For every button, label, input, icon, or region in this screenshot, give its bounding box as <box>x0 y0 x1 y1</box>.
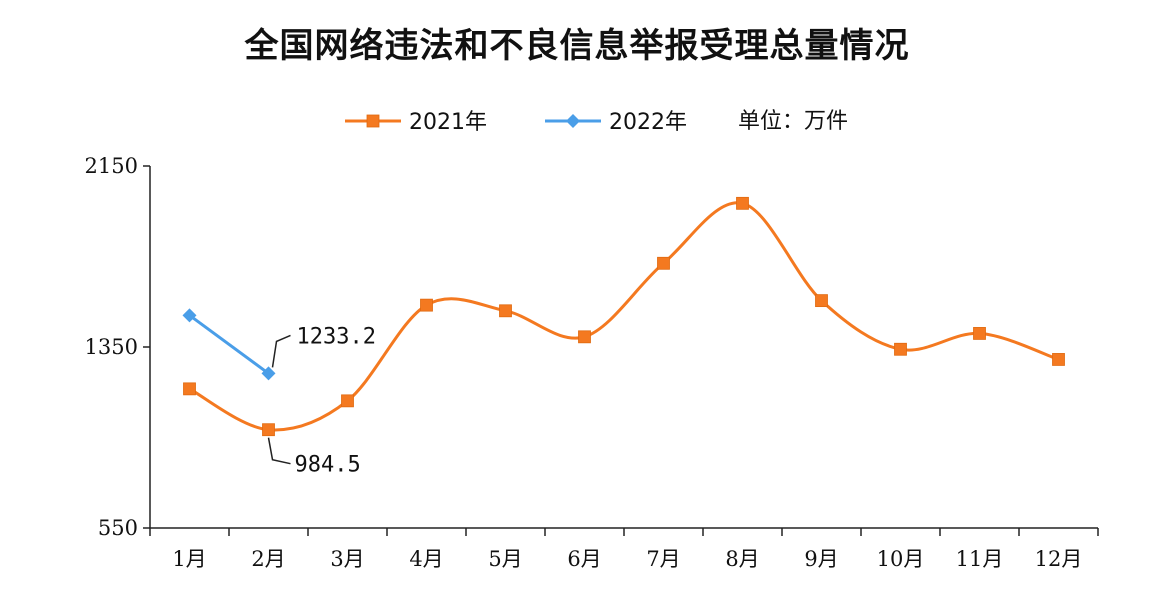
x-tick-label: 1月 <box>172 547 206 571</box>
data-point <box>420 298 433 312</box>
legend-marker <box>566 114 580 128</box>
annotation-label: 984.5 <box>295 453 361 478</box>
data-point <box>182 308 197 323</box>
chart-title: 全国网络违法和不良信息举报受理总量情况 <box>244 26 910 66</box>
legend-label: 2021年 <box>409 110 487 135</box>
legend-item: 2021年 <box>345 110 487 135</box>
x-tick-label: 12月 <box>1035 547 1083 571</box>
x-tick-label: 3月 <box>330 547 364 571</box>
legend: 2021年 2022年 <box>345 110 687 135</box>
x-tick-label: 8月 <box>725 547 759 571</box>
data-point <box>657 256 670 270</box>
unit-label: 单位：万件 <box>738 109 848 134</box>
x-tick-label: 9月 <box>804 547 838 571</box>
data-point <box>499 304 512 318</box>
data-point <box>261 366 276 381</box>
data-point <box>815 294 828 308</box>
data-point <box>262 423 275 437</box>
series-line <box>188 201 1059 432</box>
series-2 <box>182 308 276 381</box>
annotation-label: 1233.2 <box>297 324 376 349</box>
series-1 <box>183 196 1065 437</box>
x-tick-label: 5月 <box>488 547 522 571</box>
x-tick-label: 6月 <box>567 547 601 571</box>
data-point <box>894 342 907 356</box>
y-tick-label: 2150 <box>85 154 138 178</box>
x-tick-label: 10月 <box>877 547 925 571</box>
annotation-leader <box>271 334 291 368</box>
series-line <box>188 314 270 375</box>
data-point <box>736 196 749 210</box>
x-tick-label: 4月 <box>409 547 443 571</box>
annotations: 1233.2 984.5 <box>267 324 376 478</box>
y-tick-label: 1350 <box>85 335 138 359</box>
legend-item: 2022年 <box>545 110 687 135</box>
legend-marker <box>366 114 380 128</box>
data-point <box>341 394 354 408</box>
data-point <box>183 382 196 396</box>
data-point <box>973 327 986 340</box>
legend-label: 2022年 <box>609 110 687 135</box>
data-point <box>578 330 591 344</box>
y-tick-label: 550 <box>98 516 138 540</box>
x-tick-label: 2月 <box>251 547 285 571</box>
annotation-leader <box>267 437 291 465</box>
x-tick-label: 7月 <box>646 547 680 571</box>
series-layer <box>182 196 1065 437</box>
axes: 2150 1350 550 1月 2月 3月 4月 5月 6月 7月 8月 9月 10月 11月 12月 <box>85 154 1099 571</box>
data-point <box>1052 353 1065 366</box>
x-tick-label: 11月 <box>956 547 1004 571</box>
